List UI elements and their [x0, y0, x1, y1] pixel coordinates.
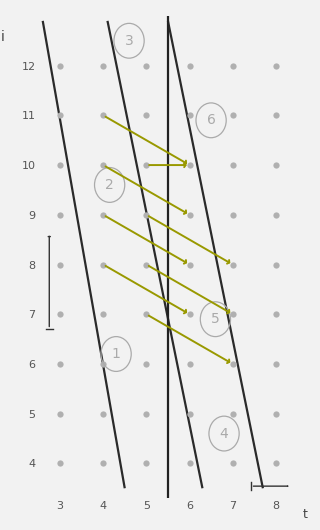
Text: 6: 6	[207, 113, 216, 127]
Text: i: i	[1, 30, 5, 45]
Text: 5: 5	[211, 312, 220, 326]
Text: 4: 4	[220, 427, 228, 440]
Text: 1: 1	[112, 347, 121, 361]
Text: 2: 2	[105, 178, 114, 192]
Text: 3: 3	[125, 34, 133, 48]
Text: t: t	[303, 508, 308, 521]
